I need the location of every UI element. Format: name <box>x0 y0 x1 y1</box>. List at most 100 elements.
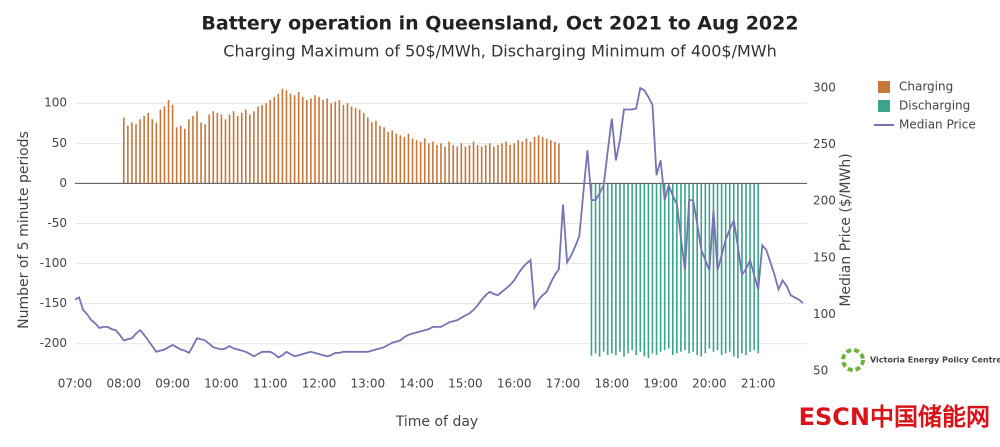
bar <box>676 183 678 354</box>
legend-swatch <box>878 81 890 93</box>
y-tick-label: 50 <box>52 136 67 150</box>
bar <box>712 183 715 352</box>
y-tick-label: -100 <box>40 256 67 270</box>
bar <box>131 122 133 184</box>
bar <box>627 183 629 354</box>
bar <box>545 138 548 184</box>
bar <box>192 116 194 184</box>
bar <box>265 103 267 184</box>
bar <box>757 183 759 354</box>
bar <box>501 143 503 184</box>
bar <box>509 144 511 184</box>
bar <box>517 140 520 184</box>
bar <box>672 183 674 355</box>
x-tick-label: 14:00 <box>399 377 434 391</box>
x-tick-label: 07:00 <box>58 377 93 391</box>
bar <box>301 96 304 184</box>
bar <box>350 106 353 184</box>
bar <box>428 143 430 184</box>
bar <box>208 114 210 184</box>
bar <box>444 146 446 184</box>
bar <box>139 119 141 184</box>
bar <box>647 183 650 359</box>
bar <box>704 183 707 354</box>
bar <box>403 136 406 184</box>
y-tick-label: 0 <box>59 176 67 190</box>
bar <box>667 183 670 349</box>
bar <box>289 93 292 184</box>
bar <box>354 108 357 184</box>
bar <box>318 96 320 184</box>
chart-subtitle: Charging Maximum of 50$/MWh, Discharging… <box>223 42 776 61</box>
bar <box>737 183 739 359</box>
bar <box>733 183 735 357</box>
bar <box>476 144 479 184</box>
bar <box>594 183 597 354</box>
y-tick-label: -50 <box>47 216 67 230</box>
bar <box>468 144 471 184</box>
bar <box>700 183 703 357</box>
x-axis-title: Time of day <box>395 414 478 430</box>
bar <box>619 183 621 352</box>
bar <box>456 146 459 184</box>
bar <box>724 183 727 354</box>
bar <box>497 144 499 184</box>
bar <box>680 183 682 352</box>
bar <box>314 95 316 184</box>
price-line <box>74 86 804 359</box>
bar <box>249 114 251 184</box>
bar <box>127 125 129 184</box>
bar <box>281 88 284 184</box>
bar <box>379 125 381 184</box>
bar <box>245 109 247 184</box>
y2-tick-label: 200 <box>813 194 836 208</box>
bar <box>541 136 544 184</box>
bar <box>753 183 755 351</box>
bar <box>159 109 162 184</box>
bar <box>460 143 463 184</box>
bar <box>184 128 186 184</box>
logo-icon <box>841 348 865 372</box>
bar <box>306 100 308 184</box>
bar <box>505 141 507 184</box>
bar <box>696 183 698 355</box>
bar <box>529 141 532 184</box>
bar <box>261 104 263 184</box>
legend-swatch <box>878 100 890 112</box>
bar <box>273 96 276 184</box>
bar <box>643 183 646 357</box>
bar <box>423 138 426 184</box>
bar <box>147 112 149 184</box>
watermark: ESCN中国储能网 <box>799 403 990 431</box>
x-tick-label: 19:00 <box>643 377 678 391</box>
y2-tick-label: 100 <box>813 307 836 321</box>
bar <box>611 183 613 354</box>
logo-text: Victoria Energy Policy Centre <box>870 356 1000 365</box>
bar <box>513 143 515 184</box>
bar <box>533 136 536 184</box>
x-tick-label: 12:00 <box>302 377 337 391</box>
x-tick-label: 20:00 <box>692 377 727 391</box>
logo: Victoria Energy Policy Centre <box>841 348 1000 372</box>
bar <box>155 122 158 184</box>
bar <box>432 141 434 184</box>
bar <box>375 120 377 184</box>
bar <box>436 144 438 184</box>
bar <box>135 124 137 184</box>
bar <box>204 124 206 184</box>
bar <box>635 183 637 355</box>
bar <box>655 183 658 355</box>
chart-title: Battery operation in Queensland, Oct 202… <box>201 13 798 35</box>
bar <box>277 93 280 184</box>
bar <box>367 117 369 184</box>
y-tick-label: 100 <box>44 96 67 110</box>
bar <box>651 183 654 354</box>
bar <box>322 100 324 184</box>
y2-tick-label: 300 <box>813 81 836 95</box>
x-tick-label: 09:00 <box>155 377 190 391</box>
bar <box>240 112 243 184</box>
bar <box>253 111 255 184</box>
bar <box>342 104 345 184</box>
x-tick-label: 13:00 <box>351 377 386 391</box>
bar <box>216 112 219 184</box>
